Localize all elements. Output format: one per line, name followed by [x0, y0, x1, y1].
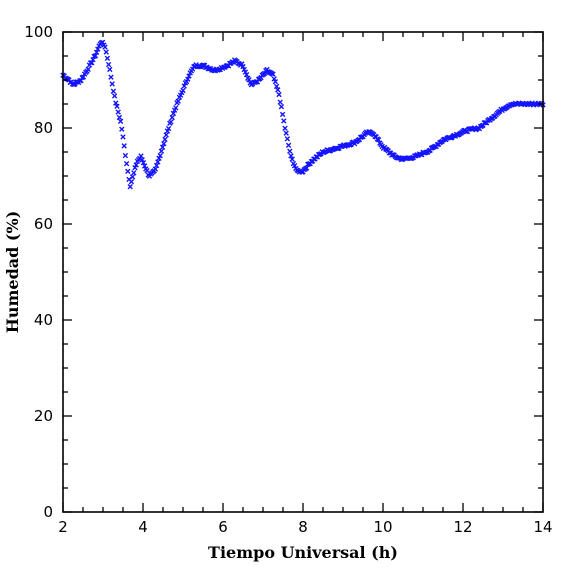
- data-point: [375, 137, 382, 143]
- data-point: [281, 118, 287, 124]
- y-tick-label: 100: [24, 23, 53, 41]
- data-point: [278, 104, 285, 110]
- data-point: [159, 144, 166, 150]
- data-point: [99, 39, 106, 46]
- data-point: [120, 134, 126, 140]
- data-point: [115, 109, 121, 115]
- data-point: [180, 87, 186, 94]
- data-point: [287, 148, 293, 154]
- data-point: [157, 153, 163, 159]
- data-point: [92, 53, 99, 59]
- data-point: [173, 105, 179, 111]
- data-point: [111, 93, 118, 99]
- data-point: [117, 118, 124, 125]
- data-point: [272, 79, 279, 85]
- data-point: [116, 114, 123, 121]
- data-point: [80, 74, 87, 80]
- y-tick-label: 20: [34, 407, 53, 425]
- data-point: [113, 100, 119, 106]
- data-point: [89, 59, 95, 66]
- tick-labels: 2 4 6 8 10 12 14 0 20 40 60 80 100: [24, 23, 552, 536]
- x-axis-title: Tiempo Universal (h): [208, 543, 398, 562]
- data-point: [132, 165, 138, 171]
- data-point: [289, 156, 295, 162]
- data-point: [133, 162, 139, 168]
- x-tick-label: 6: [218, 518, 228, 536]
- x-tick-label: 8: [298, 518, 308, 536]
- data-point: [175, 98, 181, 104]
- data-point: [276, 91, 282, 98]
- data-point: [103, 49, 109, 55]
- data-point: [128, 179, 135, 185]
- data-point: [114, 103, 120, 109]
- data-point: [141, 163, 148, 169]
- y-axis-title: Humedad (%): [3, 211, 22, 334]
- data-point: [104, 55, 111, 62]
- data-point: [279, 111, 286, 118]
- data-point: [246, 77, 252, 83]
- data-point: [273, 83, 280, 90]
- data-point: [102, 44, 108, 50]
- data-point: [127, 183, 133, 190]
- data-point: [138, 153, 144, 159]
- data-point: [139, 157, 145, 163]
- data-point: [288, 153, 294, 159]
- data-point: [108, 74, 114, 80]
- data-point: [170, 110, 177, 117]
- data-point: [162, 136, 168, 143]
- x-tick-label: 14: [533, 518, 552, 536]
- data-point: [123, 160, 130, 167]
- data-point: [165, 125, 172, 132]
- data-point: [186, 73, 192, 79]
- x-tick-label: 12: [453, 518, 472, 536]
- data-point: [85, 66, 91, 73]
- data-point: [90, 57, 96, 63]
- data-point: [105, 61, 112, 68]
- data-point: [161, 141, 167, 147]
- x-tick-label: 10: [373, 518, 392, 536]
- data-point: [152, 166, 159, 172]
- data-points: [60, 39, 546, 190]
- data-point: [109, 81, 115, 87]
- data-point: [122, 152, 129, 159]
- data-point: [271, 76, 277, 82]
- data-point: [131, 170, 137, 176]
- y-tick-label: 80: [34, 119, 53, 137]
- data-point: [284, 136, 291, 142]
- data-point: [163, 132, 169, 138]
- y-tick-label: 60: [34, 215, 53, 233]
- data-point: [169, 114, 175, 121]
- x-tick-label: 4: [138, 518, 148, 536]
- data-point: [303, 165, 310, 171]
- data-point: [283, 130, 289, 136]
- data-point: [270, 71, 276, 77]
- data-point: [240, 63, 246, 70]
- data-point: [78, 77, 84, 84]
- data-point: [282, 125, 288, 131]
- data-point: [119, 126, 125, 132]
- data-point: [243, 72, 250, 78]
- data-point: [153, 162, 160, 169]
- data-point: [129, 174, 136, 180]
- data-point: [275, 87, 281, 93]
- data-point: [181, 83, 187, 89]
- data-point: [140, 160, 147, 166]
- data-point: [121, 143, 127, 149]
- data-point: [285, 142, 292, 148]
- data-point: [168, 119, 174, 125]
- plot-frame: [62, 31, 544, 513]
- data-point: [155, 159, 161, 165]
- axis-ticks: [62, 31, 544, 513]
- data-point: [110, 88, 117, 94]
- y-tick-label: 40: [34, 311, 53, 329]
- x-tick-label: 2: [58, 518, 68, 536]
- data-point: [125, 168, 131, 175]
- data-point: [107, 66, 113, 73]
- data-point: [158, 148, 165, 154]
- y-tick-label: 0: [43, 503, 53, 521]
- data-point: [277, 99, 283, 105]
